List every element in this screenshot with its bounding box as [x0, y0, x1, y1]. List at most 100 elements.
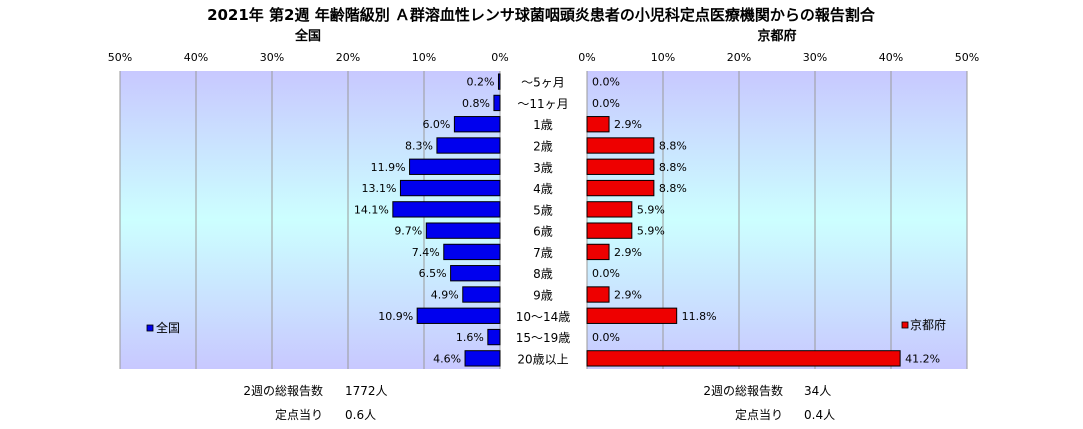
- left-tick-labels: 50% 40% 30% 20% 10% 0%: [108, 51, 509, 64]
- left-data-label: 6.0%: [422, 118, 450, 131]
- left-bar: [497, 73, 501, 90]
- left-bar: [464, 350, 501, 367]
- right-panel-title: 京都府: [757, 28, 796, 44]
- right-tick-label: 50%: [955, 51, 979, 64]
- left-legend-label: 全国: [156, 320, 180, 335]
- left-bar: [487, 328, 501, 346]
- national-summary: 2週の総報告数 1772人 定点当り 0.6人: [243, 383, 387, 422]
- category-label: 20歳以上: [517, 352, 568, 366]
- kyoto-per-site-value: 0.4人: [804, 408, 835, 422]
- national-total-value: 1772人: [345, 384, 388, 398]
- category-label: 3歳: [533, 161, 553, 175]
- left-bar: [462, 286, 501, 303]
- right-data-label: 5.9%: [637, 225, 665, 238]
- right-tick-label: 30%: [803, 51, 827, 64]
- left-data-label: 11.9%: [371, 161, 406, 174]
- category-label: 6歳: [533, 225, 553, 239]
- national-total-label: 2週の総報告数: [243, 383, 323, 398]
- kyoto-total-label: 2週の総報告数: [703, 383, 783, 398]
- right-legend: 京都府: [901, 317, 946, 332]
- right-data-label: 2.9%: [614, 246, 642, 259]
- right-data-label: 8.8%: [659, 140, 687, 153]
- right-tick-label: 10%: [651, 51, 675, 64]
- right-data-labels: 0.0% 0.0% 2.9% 8.8% 8.8% 8.8% 5.9% 5.9% 2.9% 0.0%…: [592, 76, 940, 366]
- left-tick-label: 0%: [491, 51, 508, 64]
- right-bar: [586, 179, 655, 197]
- category-label: 〜5ヶ月: [521, 76, 565, 90]
- left-tick-label: 10%: [412, 51, 436, 64]
- right-data-label: 2.9%: [614, 289, 642, 302]
- left-bar: [443, 243, 501, 261]
- right-data-label: 0.0%: [592, 76, 620, 89]
- left-data-label: 7.4%: [412, 246, 440, 259]
- left-tick-label: 40%: [184, 51, 208, 64]
- right-bar: [586, 307, 678, 324]
- right-bar: [586, 116, 610, 133]
- left-data-label: 8.3%: [405, 140, 433, 153]
- right-tick-label: 20%: [727, 51, 751, 64]
- category-label: 9歳: [533, 289, 553, 303]
- left-bar: [416, 307, 501, 324]
- left-bar: [409, 158, 501, 175]
- category-label: 8歳: [533, 267, 553, 281]
- right-data-label: 2.9%: [614, 118, 642, 131]
- category-label: 7歳: [533, 246, 553, 260]
- category-label: 〜11ヶ月: [517, 97, 568, 111]
- category-label: 4歳: [533, 182, 553, 196]
- left-data-label: 0.8%: [462, 97, 490, 110]
- kyoto-total-value: 34人: [804, 384, 831, 398]
- left-data-label: 10.9%: [378, 310, 413, 323]
- right-data-label: 0.0%: [592, 97, 620, 110]
- right-bar: [586, 201, 633, 218]
- right-legend-label: 京都府: [910, 317, 946, 332]
- kyoto-summary: 2週の総報告数 34人 定点当り 0.4人: [703, 383, 835, 422]
- left-bar: [399, 179, 501, 197]
- right-bars: [586, 116, 901, 367]
- category-label: 1歳: [533, 118, 553, 132]
- category-label: 2歳: [533, 140, 553, 154]
- left-data-label: 9.7%: [394, 225, 422, 238]
- chart-title: 2021年 第2週 年齢階級別 Ａ群溶血性レンサ球菌咽頭炎患者の小児科定点医療機…: [207, 6, 876, 24]
- right-data-label: 8.8%: [659, 161, 687, 174]
- right-bar: [586, 286, 610, 303]
- national-per-site-value: 0.6人: [345, 408, 376, 422]
- national-per-site-label: 定点当り: [275, 407, 323, 422]
- right-tick-label: 0%: [578, 51, 595, 64]
- left-tick-label: 30%: [260, 51, 284, 64]
- right-data-label: 11.8%: [682, 310, 717, 323]
- left-tick-label: 50%: [108, 51, 132, 64]
- left-bar: [453, 116, 501, 133]
- left-legend-swatch: [146, 324, 154, 332]
- left-legend: 全国: [146, 320, 180, 335]
- right-bar: [586, 222, 633, 239]
- right-bar: [586, 243, 610, 261]
- left-data-labels: 0.2% 0.8% 6.0% 8.3% 11.9% 13.1% 14.1% 9.7% 7.4% 6…: [354, 76, 495, 366]
- left-data-label: 13.1%: [361, 182, 396, 195]
- right-data-label: 5.9%: [637, 203, 665, 216]
- kyoto-per-site-label: 定点当り: [735, 407, 783, 422]
- right-data-label: 8.8%: [659, 182, 687, 195]
- left-data-label: 4.6%: [433, 352, 461, 365]
- left-data-label: 1.6%: [456, 331, 484, 344]
- right-bar: [586, 158, 655, 175]
- right-data-label: 0.0%: [592, 331, 620, 344]
- category-labels: 〜5ヶ月〜11ヶ月 1歳 2歳 3歳 4歳 5歳 6歳 7歳 8歳 9歳 10〜14歳 15〜19歳 2…: [516, 76, 571, 367]
- left-bar: [493, 94, 501, 112]
- right-legend-swatch: [901, 321, 909, 329]
- left-bar: [392, 201, 501, 218]
- right-bar: [586, 137, 655, 154]
- category-label: 10〜14歳: [516, 310, 571, 324]
- left-panel-title: 全国: [294, 28, 321, 44]
- left-data-label: 4.9%: [431, 289, 459, 302]
- left-tick-label: 20%: [336, 51, 360, 64]
- left-bar: [450, 265, 501, 282]
- left-data-label: 14.1%: [354, 203, 389, 216]
- right-tick-label: 40%: [879, 51, 903, 64]
- right-tick-labels: 0% 10% 20% 30% 40% 50%: [578, 51, 979, 64]
- right-bar: [586, 350, 901, 367]
- right-data-label: 0.0%: [592, 267, 620, 280]
- left-bars: [392, 73, 501, 367]
- left-bar: [425, 222, 501, 239]
- right-data-label: 41.2%: [905, 352, 940, 365]
